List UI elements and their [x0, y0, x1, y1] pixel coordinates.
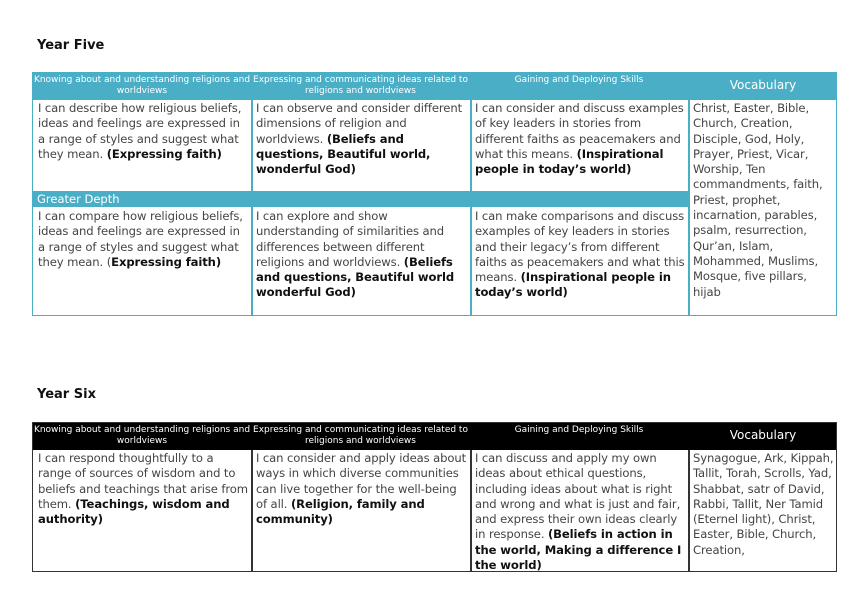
statement-cell: I can explore and show understanding of …	[252, 208, 471, 302]
column-divider	[688, 100, 690, 315]
header-row	[33, 423, 836, 450]
year-five-table: Knowing about and understanding religion…	[32, 72, 837, 316]
topic-label: (Inspirational people in today’s world)	[475, 146, 664, 177]
statement-cell: I can consider and apply ideas about way…	[252, 450, 471, 528]
statement-text: I can observe and consider different dim…	[256, 101, 463, 146]
statement-text: I can compare how religious beliefs, ide…	[38, 209, 243, 269]
statement-text: I can explore and show understanding of …	[256, 209, 445, 269]
column-header: Expressing and communicating ideas relat…	[253, 75, 468, 96]
column-divider	[251, 450, 253, 571]
statement-cell: I can respond thoughtfully to a range of…	[34, 450, 252, 528]
topic-label: (Beliefs and questions, Beautiful world,…	[256, 131, 431, 177]
greater-depth-banner: Greater Depth	[33, 191, 689, 207]
vocabulary-cell: Christ, Easter, Bible, Church, Creation,…	[693, 101, 823, 299]
column-header: Knowing about and understanding religion…	[33, 425, 251, 446]
topic-label: (Religion, family and community)	[256, 496, 425, 527]
statement-text: I can consider and apply ideas about way…	[256, 451, 467, 511]
year-six-table: Knowing about and understanding religion…	[32, 422, 837, 572]
topic-label: (Inspirational people in today’s world)	[475, 270, 671, 300]
topic-label: (Expressing faith)	[106, 146, 222, 161]
year-six-title: Year Six	[37, 387, 96, 402]
statement-text: I can respond thoughtfully to a range of…	[38, 451, 248, 511]
header-row	[33, 73, 836, 100]
statement-cell: I can observe and consider different dim…	[252, 100, 471, 178]
topic-label: (Beliefs and questions, Beautiful world …	[256, 254, 455, 300]
statement-cell: I can discuss and apply my own ideas abo…	[471, 450, 689, 574]
statement-cell: I can make comparisons and discuss examp…	[471, 208, 689, 302]
column-header: Gaining and Deploying Skills	[514, 75, 644, 85]
column-header: Knowing about and understanding religion…	[33, 75, 251, 96]
column-header: Vocabulary	[729, 78, 797, 92]
topic-label: (Teachings, wisdom and authority)	[38, 496, 230, 527]
column-divider	[470, 100, 472, 315]
statement-cell: I can compare how religious beliefs, ide…	[34, 208, 252, 271]
vocabulary-cell: Synagogue, Ark, Kippah, Tallit, Torah, S…	[693, 451, 834, 557]
column-header: Gaining and Deploying Skills	[514, 425, 644, 435]
column-divider	[470, 450, 472, 571]
statement-text: I can consider and discuss examples of k…	[475, 101, 684, 161]
topic-label: (Beliefs in action in the world, Making …	[475, 527, 682, 573]
topic-label: Expressing faith)	[111, 254, 222, 269]
column-header: Expressing and communicating ideas relat…	[253, 425, 468, 446]
statement-cell: I can describe how religious beliefs, id…	[34, 100, 252, 163]
year-five-title: Year Five	[37, 38, 105, 53]
statement-cell: I can consider and discuss examples of k…	[471, 100, 689, 178]
column-header: Vocabulary	[729, 428, 797, 442]
statement-text: I can discuss and apply my own ideas abo…	[475, 451, 681, 542]
column-divider	[688, 450, 690, 571]
statement-text: I can describe how religious beliefs, id…	[38, 101, 242, 161]
column-divider	[251, 100, 253, 315]
statement-text: I can make comparisons and discuss examp…	[475, 209, 685, 285]
